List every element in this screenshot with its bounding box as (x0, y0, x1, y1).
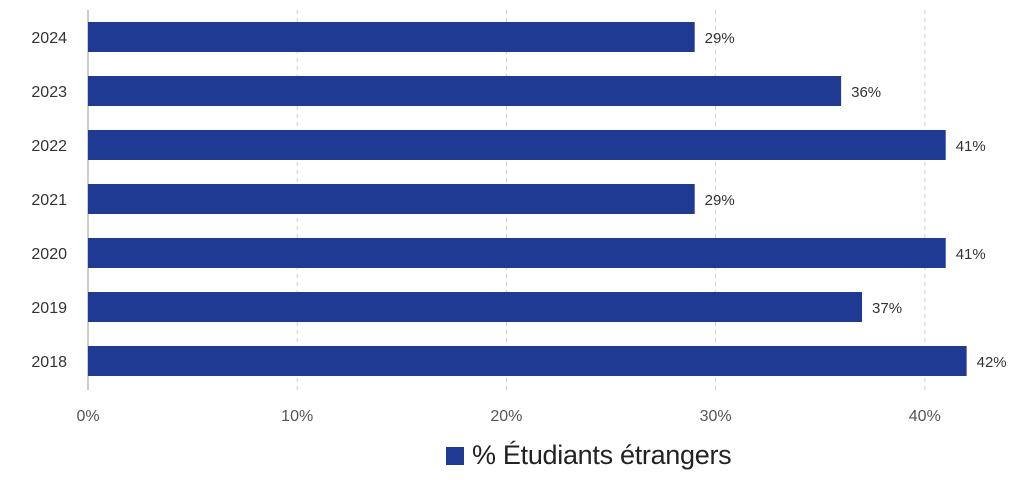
x-tick-label-0pct: 0% (76, 408, 99, 425)
bar-2018 (88, 346, 967, 376)
category-label-2018: 2018 (31, 354, 67, 371)
data-label-2022: 41% (956, 138, 986, 155)
x-tick-label-40pct: 40% (909, 408, 941, 425)
category-label-2019: 2019 (31, 300, 67, 317)
category-label-2022: 2022 (31, 138, 67, 155)
bar-2022 (88, 130, 946, 160)
data-label-2023: 36% (851, 84, 881, 101)
data-label-2021: 29% (705, 192, 735, 209)
x-tick-label-10pct: 10% (281, 408, 313, 425)
bar-2023 (88, 76, 842, 106)
data-label-2018: 42% (977, 354, 1007, 371)
bar-2021 (88, 184, 695, 214)
data-label-2019: 37% (872, 300, 902, 317)
legend: % Étudiants étrangers (446, 440, 732, 471)
bar-2019 (88, 292, 863, 322)
category-label-2020: 2020 (31, 246, 67, 263)
bar-chart: 2024 29% 2023 36% 2022 41% 2021 29% 2020 41% 2019 3… (31, 10, 1007, 425)
legend-label: % Étudiants étrangers (472, 440, 732, 470)
x-tick-label-30pct: 30% (700, 408, 732, 425)
x-tick-label-20pct: 20% (490, 408, 522, 425)
bar-2024 (88, 22, 695, 52)
legend-swatch (446, 446, 464, 465)
data-label-2024: 29% (705, 30, 735, 47)
category-label-2021: 2021 (31, 192, 67, 209)
bar-2020 (88, 238, 946, 268)
category-label-2023: 2023 (31, 84, 67, 101)
data-label-2020: 41% (956, 246, 986, 263)
category-label-2024: 2024 (31, 30, 67, 47)
